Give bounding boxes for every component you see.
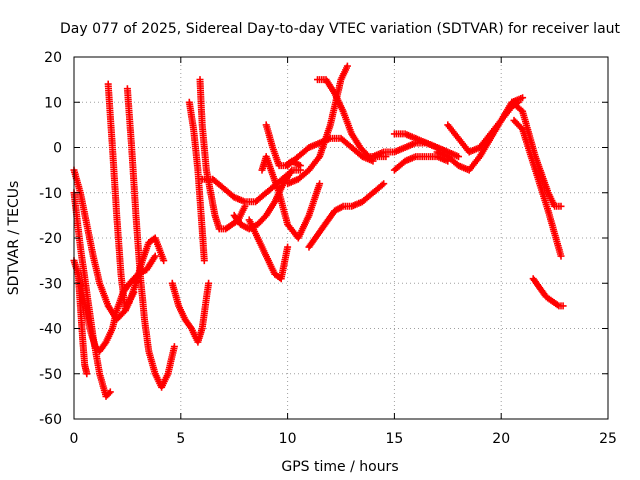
x-tick-label: 5 — [176, 431, 185, 447]
y-tick-label: -60 — [39, 412, 62, 428]
plus-markers — [284, 134, 377, 170]
plus-markers — [123, 85, 178, 391]
plus-markers — [508, 98, 565, 210]
series-track-10 — [198, 171, 292, 206]
data-points — [70, 62, 567, 400]
plus-markers — [258, 153, 324, 242]
series-track-16 — [305, 180, 388, 251]
plus-markers — [305, 180, 388, 251]
plus-markers — [185, 98, 208, 265]
y-tick-label: -50 — [39, 367, 62, 383]
series-track-14 — [258, 153, 324, 242]
y-tick-label: 0 — [53, 141, 62, 157]
plus-markers — [168, 279, 213, 346]
series-track-18 — [284, 134, 377, 170]
y-tick-label: 10 — [44, 95, 62, 111]
plus-markers — [198, 171, 292, 206]
chart-title: Day 077 of 2025, Sidereal Day-to-day VTE… — [60, 21, 621, 37]
x-tick-label: 20 — [492, 431, 510, 447]
plus-markers — [510, 116, 565, 260]
plus-markers — [74, 270, 91, 378]
y-tick-label: -40 — [39, 322, 62, 338]
x-axis-title: GPS time / hours — [281, 459, 398, 475]
plus-markers — [529, 275, 567, 310]
series-track-24 — [508, 98, 565, 210]
x-tick-label: 25 — [599, 431, 617, 447]
plus-markers — [444, 98, 522, 156]
y-tick-label: -20 — [39, 231, 62, 247]
series-track-08 — [185, 98, 208, 265]
plus-markers — [390, 130, 462, 161]
y-axis-title: SDTVAR / TECUs — [6, 181, 22, 296]
x-tick-label: 0 — [70, 431, 79, 447]
axes: 0 5 10 15 20 25 -60 -50 -40 -30 -20 -10 0 10 20 — [39, 50, 617, 447]
series-track-20 — [390, 130, 462, 161]
x-tick-label: 15 — [385, 431, 403, 447]
series-track-23 — [444, 98, 522, 156]
y-tick-label: -30 — [39, 276, 62, 292]
series-track-05 — [74, 270, 91, 378]
plus-markers — [245, 216, 292, 283]
series-track-07 — [168, 279, 213, 346]
x-tick-label: 10 — [279, 431, 297, 447]
series-track-25 — [510, 116, 565, 260]
series-track-06 — [123, 85, 178, 391]
plus-markers — [390, 153, 452, 174]
y-tick-label: 20 — [44, 50, 62, 66]
series-track-12 — [245, 216, 292, 283]
series-track-21 — [390, 153, 452, 174]
series-track-26 — [529, 275, 567, 310]
y-tick-label: -10 — [39, 186, 62, 202]
